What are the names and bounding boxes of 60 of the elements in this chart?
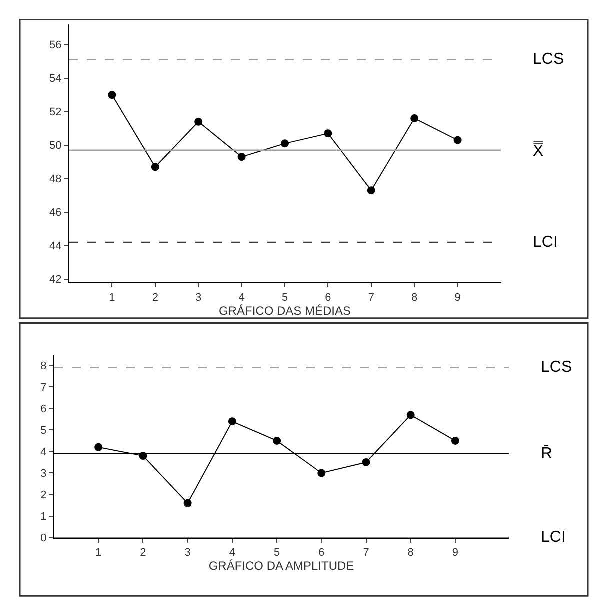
y-tick-label: 54 <box>50 73 62 86</box>
point <box>194 118 203 126</box>
y-tick-label: 46 <box>50 207 62 220</box>
y-tick-label: 8 <box>40 360 47 373</box>
x-tick-label: 1 <box>109 292 116 304</box>
x-tick-label: 7 <box>363 547 370 559</box>
point <box>362 458 370 466</box>
x-tick-label: 6 <box>325 292 332 304</box>
point <box>108 91 116 100</box>
x-tick-label: 4 <box>229 547 236 559</box>
y-tick-label: 52 <box>50 106 62 119</box>
point <box>273 436 282 445</box>
point <box>367 186 376 195</box>
point <box>410 114 419 123</box>
x-tick-label: 5 <box>282 292 288 304</box>
x-axis-title: GRÁFICO DAS MÉDIAS <box>218 304 352 318</box>
y-tick-label: 56 <box>50 40 62 52</box>
x-tick-label: 7 <box>368 292 374 304</box>
x-tick-label: 3 <box>196 292 202 304</box>
x-tick-label: 5 <box>274 547 280 559</box>
y-tick-label: 44 <box>50 240 62 253</box>
y-tick-label: 5 <box>40 425 47 438</box>
point <box>94 443 103 452</box>
point <box>281 140 289 148</box>
x-axis-title: GRÁFICO DA AMPLITUDE <box>208 559 354 573</box>
ref-line-label: LCS <box>541 359 572 376</box>
x-tick-label: 9 <box>454 292 461 304</box>
ref-line-label: X̿ <box>533 141 544 160</box>
point <box>451 436 460 445</box>
point <box>454 136 462 144</box>
x-tick-label: 8 <box>412 292 418 304</box>
x-tick-label: 2 <box>152 292 158 304</box>
point <box>324 130 332 138</box>
x-tick-label: 9 <box>452 547 459 559</box>
x-tick-label: 2 <box>140 547 146 559</box>
y-tick-label: 4 <box>40 446 47 459</box>
y-tick-label: 1 <box>40 511 47 524</box>
x-tick-label: 4 <box>238 292 245 304</box>
x-tick-label: 8 <box>408 547 414 559</box>
y-tick-label: 3 <box>40 468 47 480</box>
ref-line-label: R̄ <box>541 445 553 462</box>
y-tick-label: 6 <box>40 404 47 416</box>
x-tick-label: 6 <box>318 547 325 559</box>
point <box>184 499 192 508</box>
point <box>238 153 246 162</box>
y-tick-label: 7 <box>40 382 47 394</box>
point <box>151 163 160 172</box>
ref-line-label: LCI <box>533 234 558 251</box>
ref-line-label: LCI <box>541 529 566 546</box>
x-tick-label: 3 <box>184 547 191 559</box>
point <box>228 418 236 426</box>
y-tick-label: 42 <box>50 274 62 286</box>
ref-line-label: LCS <box>533 51 564 68</box>
y-tick-label: 48 <box>50 174 62 186</box>
y-tick-label: 0 <box>40 532 47 545</box>
point <box>318 469 326 478</box>
point <box>406 411 415 420</box>
y-tick-label: 2 <box>40 490 47 502</box>
y-tick-label: 50 <box>50 140 62 152</box>
x-tick-label: 1 <box>96 547 102 559</box>
